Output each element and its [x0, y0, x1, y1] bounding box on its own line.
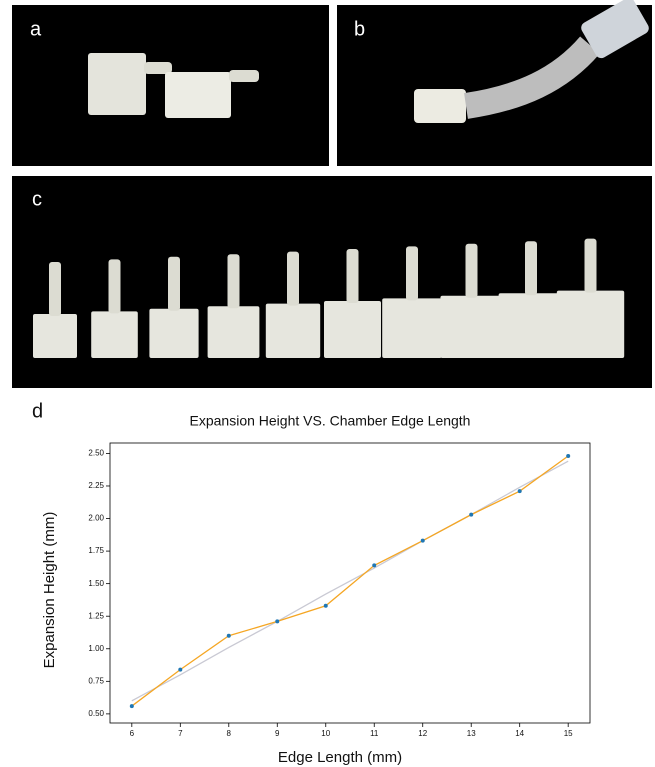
x-tick-label: 11 — [370, 729, 379, 738]
x-tick-label: 6 — [130, 729, 135, 738]
cube — [91, 311, 138, 358]
panel-label: a — [30, 18, 42, 40]
nozzle — [228, 254, 240, 308]
panel-label: c — [32, 188, 42, 210]
x-tick-label: 9 — [275, 729, 280, 738]
cube — [165, 72, 231, 118]
point — [566, 454, 570, 458]
y-axis-label: Expansion Height (mm) — [41, 512, 58, 669]
cube — [33, 314, 77, 358]
nozzle — [287, 252, 299, 306]
cube — [324, 301, 381, 358]
cube — [266, 304, 320, 358]
nozzle — [585, 239, 597, 293]
chart-title: Expansion Height VS. Chamber Edge Length — [190, 413, 471, 429]
cube — [149, 309, 198, 358]
y-tick-label: 0.75 — [88, 676, 104, 685]
cube — [414, 89, 466, 123]
y-tick-label: 1.25 — [88, 611, 104, 620]
cube — [88, 53, 146, 115]
y-tick-label: 2.25 — [88, 481, 104, 490]
plot-frame — [110, 443, 590, 723]
panel-label: b — [354, 18, 365, 40]
point — [372, 563, 376, 567]
series-line — [132, 461, 568, 701]
nozzle — [109, 259, 121, 313]
cube — [208, 306, 260, 358]
cube — [557, 291, 624, 358]
x-tick-label: 10 — [321, 729, 330, 738]
x-tick-label: 13 — [467, 729, 476, 738]
cube — [440, 296, 502, 358]
y-tick-label: 1.00 — [88, 644, 104, 653]
y-tick-label: 2.00 — [88, 514, 104, 523]
nozzle — [406, 246, 418, 300]
point — [518, 489, 522, 493]
cube — [499, 293, 564, 358]
x-tick-label: 7 — [178, 729, 183, 738]
nozzle — [525, 241, 537, 295]
y-tick-label: 0.50 — [88, 709, 104, 718]
cube — [382, 298, 442, 358]
y-tick-label: 1.50 — [88, 579, 104, 588]
point — [469, 513, 473, 517]
panel-label: d — [32, 400, 43, 422]
x-axis-label: Edge Length (mm) — [278, 749, 402, 766]
nozzle — [466, 244, 478, 298]
point — [227, 634, 231, 638]
x-tick-label: 15 — [564, 729, 573, 738]
nozzle — [229, 70, 259, 82]
point — [421, 539, 425, 543]
figure: a b c d Expansion Height VS. Chamber Edg… — [0, 0, 655, 767]
point — [275, 619, 279, 623]
y-tick-label: 2.50 — [88, 449, 104, 458]
x-tick-label: 14 — [515, 729, 524, 738]
point — [324, 604, 328, 608]
nozzle — [168, 257, 180, 311]
point — [130, 704, 134, 708]
x-tick-label: 12 — [418, 729, 427, 738]
y-tick-label: 1.75 — [88, 546, 104, 555]
x-tick-label: 8 — [227, 729, 232, 738]
nozzle — [347, 249, 359, 303]
point — [178, 668, 182, 672]
nozzle — [49, 262, 61, 316]
